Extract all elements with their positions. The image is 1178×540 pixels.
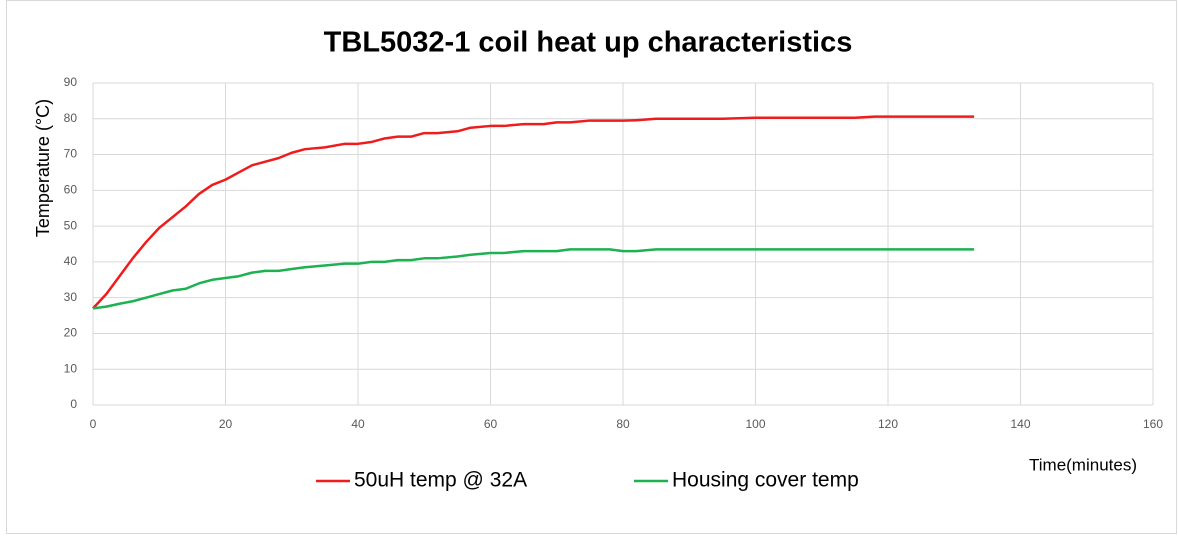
x-tick-label: 140 bbox=[1010, 417, 1030, 431]
chart-title: TBL5032-1 coil heat up characteristics bbox=[324, 27, 853, 59]
legend-label: Housing cover temp bbox=[672, 469, 859, 492]
y-tick-label: 30 bbox=[64, 290, 78, 304]
legend-label: 50uH temp @ 32A bbox=[354, 469, 527, 492]
y-tick-label: 0 bbox=[70, 397, 77, 411]
x-tick-label: 40 bbox=[351, 417, 365, 431]
series-line bbox=[92, 248, 975, 310]
y-tick-label: 60 bbox=[64, 183, 78, 197]
x-tick-label: 160 bbox=[1143, 417, 1163, 431]
x-tick-label: 0 bbox=[90, 417, 97, 431]
y-tick-label: 50 bbox=[64, 218, 78, 232]
x-tick-label: 20 bbox=[219, 417, 233, 431]
y-tick-label: 80 bbox=[64, 111, 78, 125]
y-axis-label: Temperature (°C) bbox=[33, 99, 53, 237]
x-tick-label: 100 bbox=[745, 417, 765, 431]
y-tick-label: 90 bbox=[64, 75, 78, 89]
y-tick-label: 70 bbox=[64, 147, 78, 161]
x-axis-label: Time(minutes) bbox=[1029, 455, 1137, 474]
chart-border bbox=[6, 0, 1177, 534]
y-tick-label: 20 bbox=[64, 326, 78, 340]
y-tick-label: 40 bbox=[64, 254, 78, 268]
x-tick-label: 120 bbox=[878, 417, 898, 431]
x-tick-label: 80 bbox=[616, 417, 630, 431]
y-tick-label: 10 bbox=[64, 361, 78, 375]
series-line bbox=[92, 115, 975, 310]
x-tick-label: 60 bbox=[484, 417, 498, 431]
